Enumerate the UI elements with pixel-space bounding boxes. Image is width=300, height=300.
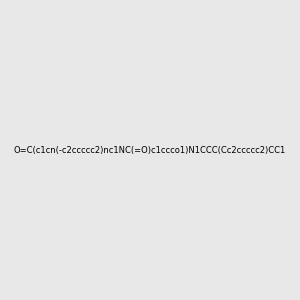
Text: O=C(c1cn(-c2ccccc2)nc1NC(=O)c1ccco1)N1CCC(Cc2ccccc2)CC1: O=C(c1cn(-c2ccccc2)nc1NC(=O)c1ccco1)N1CC… xyxy=(14,146,286,154)
